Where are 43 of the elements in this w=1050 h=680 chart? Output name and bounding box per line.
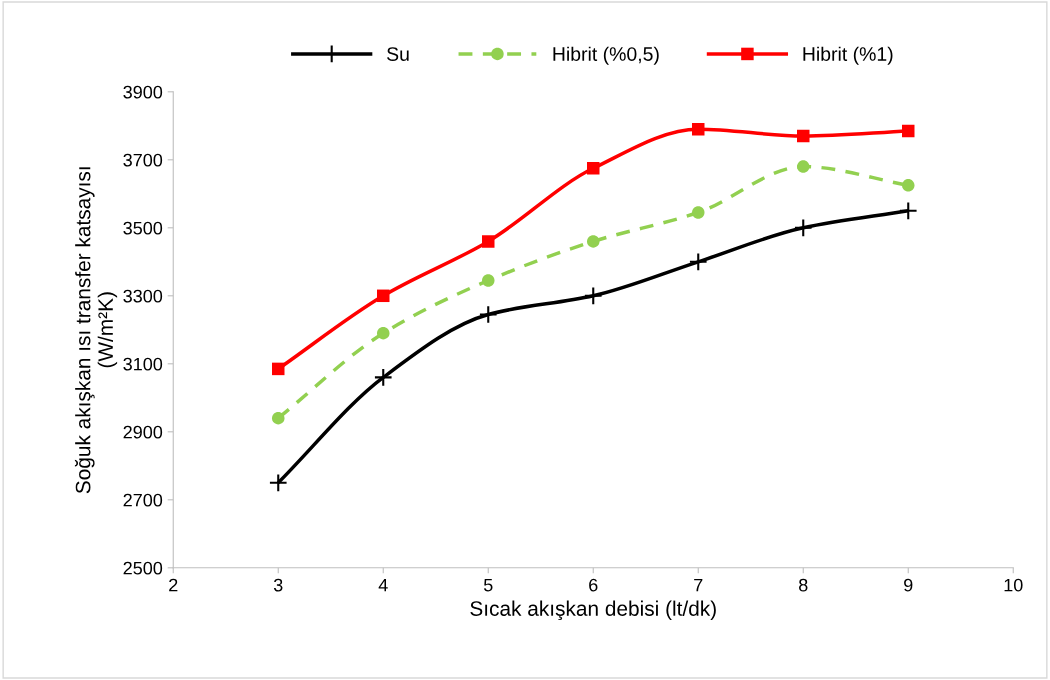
point xyxy=(688,252,708,272)
point xyxy=(898,201,918,221)
y-tick-label: 3700 xyxy=(123,153,163,167)
point xyxy=(268,473,288,493)
x-tick-label: 8 xyxy=(799,578,808,592)
x-tick-label: 7 xyxy=(694,578,703,592)
legend-label: Hibrit (%0,5) xyxy=(553,46,659,65)
point xyxy=(902,124,915,138)
x-tick-label: 4 xyxy=(378,578,388,592)
point xyxy=(583,286,603,306)
point xyxy=(272,411,285,425)
x-tick-label: 6 xyxy=(589,578,598,592)
x-tick-label: 2 xyxy=(169,578,178,592)
y-tick-label: 3300 xyxy=(123,289,163,303)
x-tick-label: 10 xyxy=(1004,578,1023,592)
point xyxy=(692,122,705,136)
legend-label: Hibrit (%1) xyxy=(803,46,893,65)
point xyxy=(587,235,600,248)
x-tick-label: 5 xyxy=(483,578,493,592)
point xyxy=(478,305,498,324)
point xyxy=(377,326,390,340)
point xyxy=(902,179,915,192)
y-tick-label: 3500 xyxy=(123,221,163,235)
y-tick-label: 2500 xyxy=(123,561,163,575)
point xyxy=(373,368,393,387)
x-tick-label: 3 xyxy=(273,578,283,592)
point xyxy=(797,129,810,143)
y-tick-label: 2900 xyxy=(123,425,163,439)
point xyxy=(482,274,495,287)
y-axis-title: Soğuk akışkan ısı transfer katsayısı (W/m²K) xyxy=(74,167,118,494)
x-axis-title: Sıcak akışkan debisi (lt/dk) xyxy=(470,600,716,621)
point xyxy=(797,160,810,173)
x-tick-label: 9 xyxy=(904,578,913,592)
y-tick-label: 3900 xyxy=(123,85,163,99)
legend-label: Su xyxy=(387,47,409,61)
point xyxy=(793,218,813,238)
point xyxy=(692,206,705,219)
y-tick-label: 2700 xyxy=(123,493,163,507)
y-tick-label: 3100 xyxy=(123,357,163,371)
point xyxy=(377,289,390,303)
point xyxy=(587,162,600,175)
point xyxy=(272,362,285,376)
point xyxy=(482,235,495,248)
